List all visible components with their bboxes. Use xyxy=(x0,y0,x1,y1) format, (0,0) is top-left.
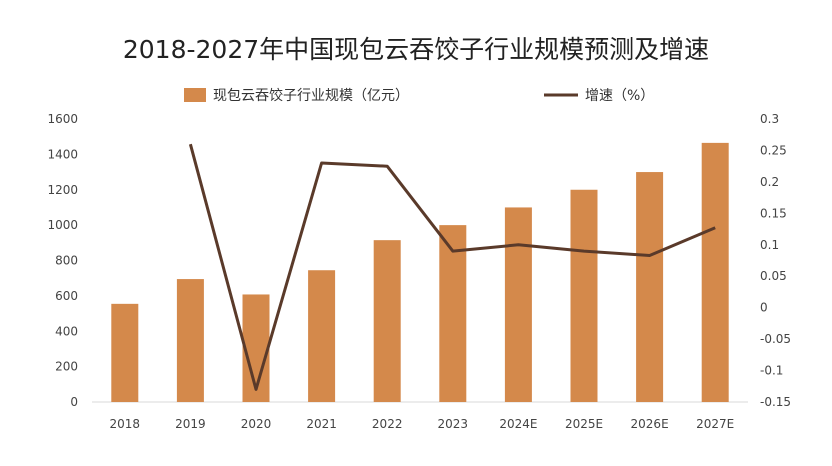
chart-title: 2018-2027年中国现包云吞饺子行业规模预测及增速 xyxy=(122,35,710,64)
left-tick-label: 1200 xyxy=(47,183,78,197)
x-tick-label: 2022 xyxy=(372,417,403,431)
x-axis: 2018 2019 2020 2021 2022 2023 2024E 2025E 2026E 2… xyxy=(110,417,735,431)
left-tick-label: 1400 xyxy=(47,147,78,161)
x-tick-label: 2021 xyxy=(306,417,337,431)
x-tick-label: 2024E xyxy=(499,417,537,431)
left-tick-label: 1600 xyxy=(47,112,78,126)
x-tick-label: 2018 xyxy=(110,417,141,431)
bar xyxy=(308,270,336,402)
bar xyxy=(111,303,139,402)
x-tick-label: 2019 xyxy=(175,417,206,431)
right-tick-label: -0.05 xyxy=(760,332,791,346)
x-tick-label: 2025E xyxy=(565,417,603,431)
x-tick-label: 2027E xyxy=(696,417,734,431)
left-tick-label: 1000 xyxy=(47,218,78,232)
bar xyxy=(570,189,598,402)
right-axis: -0.15 -0.1 -0.05 0 0.05 0.1 0.15 0.2 0.25 0.3 xyxy=(760,112,791,409)
bar xyxy=(636,172,664,402)
right-tick-label: 0.3 xyxy=(760,112,779,126)
right-tick-label: 0.2 xyxy=(760,175,779,189)
bar xyxy=(373,240,401,402)
bar xyxy=(439,225,467,402)
right-tick-label: 0.15 xyxy=(760,206,787,220)
right-tick-label: -0.1 xyxy=(760,364,783,378)
legend-line-label: 增速（%） xyxy=(585,88,654,104)
left-tick-label: 0 xyxy=(70,395,78,409)
right-tick-label: 0 xyxy=(760,301,768,315)
legend-bar-swatch xyxy=(184,88,206,102)
right-tick-label: 0.25 xyxy=(760,143,787,157)
left-axis: 0 200 400 600 800 1000 1200 1400 1600 xyxy=(47,112,78,409)
bar-series xyxy=(111,142,729,403)
right-tick-label: 0.05 xyxy=(760,269,787,283)
bar xyxy=(504,207,532,402)
legend: 现包云吞饺子行业规模（亿元） 增速（%） xyxy=(184,88,654,104)
right-tick-label: -0.15 xyxy=(760,395,791,409)
left-tick-label: 400 xyxy=(55,324,78,338)
x-tick-label: 2020 xyxy=(241,417,272,431)
bar xyxy=(701,142,729,403)
bar xyxy=(176,279,204,402)
x-tick-label: 2023 xyxy=(438,417,469,431)
left-tick-label: 600 xyxy=(55,289,78,303)
growth-line xyxy=(188,143,716,391)
left-tick-label: 200 xyxy=(55,360,78,374)
legend-bar-label: 现包云吞饺子行业规模（亿元） xyxy=(213,88,409,104)
x-tick-label: 2026E xyxy=(631,417,669,431)
right-tick-label: 0.1 xyxy=(760,238,779,252)
left-tick-label: 800 xyxy=(55,254,78,268)
